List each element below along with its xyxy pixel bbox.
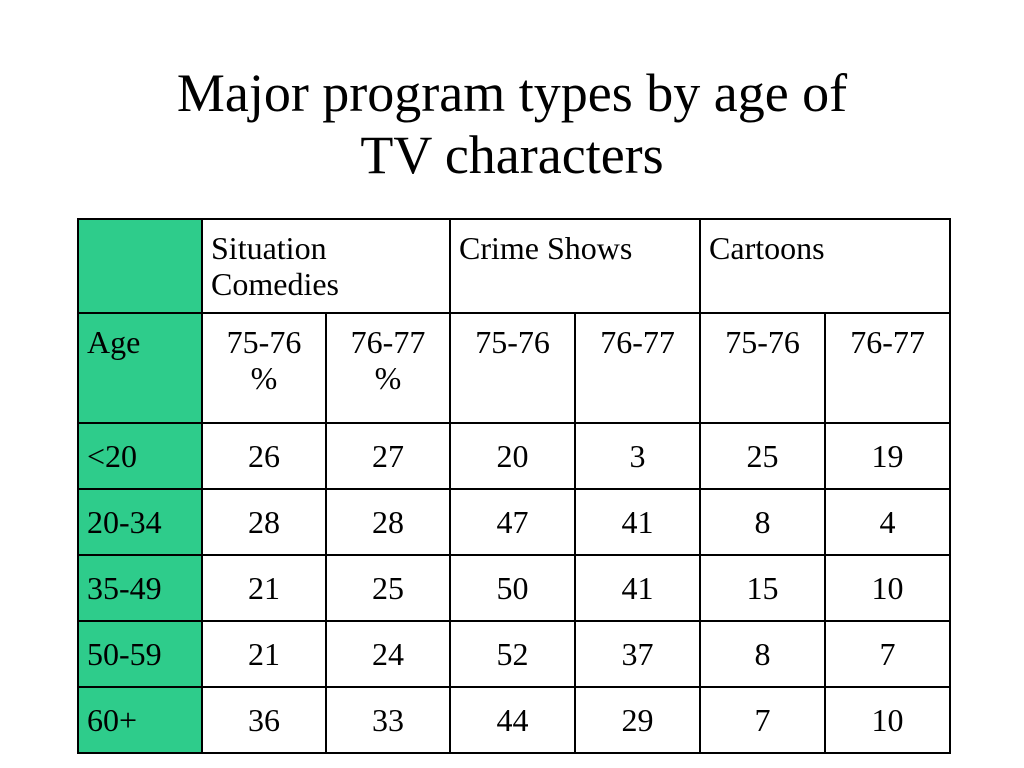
- table-cell: 10: [824, 554, 952, 622]
- table-cell: 7: [824, 620, 952, 688]
- sub-header-year: 76-77: [850, 324, 925, 360]
- row-label: 35-49: [77, 554, 203, 622]
- table-row: 60+ 36 33 44 29 7 10: [77, 686, 952, 754]
- table-row: <20 26 27 20 3 25 19: [77, 422, 952, 490]
- table-cell: 24: [324, 620, 452, 688]
- table-row: 20-34 28 28 47 41 8 4: [77, 488, 952, 556]
- table-cell: 44: [449, 686, 577, 754]
- row-label: <20: [77, 422, 203, 490]
- table-cell: 19: [824, 422, 952, 490]
- table-cell: 50: [449, 554, 577, 622]
- table-row: 50-59 21 24 52 37 8 7: [77, 620, 952, 688]
- table-cell: 47: [449, 488, 577, 556]
- table-cell: 36: [201, 686, 327, 754]
- table-row: 35-49 21 25 50 41 15 10: [77, 554, 952, 622]
- table-cell: 8: [699, 620, 827, 688]
- title-line-2: TV characters: [360, 125, 664, 185]
- sub-header: 75-76: [449, 312, 577, 424]
- sub-header: 76-77: [574, 312, 702, 424]
- sub-header-row: Age 75-76% 76-77% 75-76 76-77 75-76 76-7…: [77, 312, 952, 424]
- group-header-row: Situation Comedies Crime Shows Cartoons: [77, 218, 952, 314]
- sub-header-unit: %: [250, 360, 278, 396]
- group-header-crime-shows: Crime Shows: [449, 218, 702, 314]
- age-header: Age: [77, 312, 203, 424]
- sub-header: 75-76%: [201, 312, 327, 424]
- group-header-cartoons: Cartoons: [699, 218, 952, 314]
- sub-header-year: 76-77: [600, 324, 675, 360]
- table-cell: 10: [824, 686, 952, 754]
- sub-header-year: 75-76: [725, 324, 800, 360]
- table-cell: 25: [324, 554, 452, 622]
- table-cell: 52: [449, 620, 577, 688]
- table-cell: 28: [324, 488, 452, 556]
- corner-cell: [77, 218, 203, 314]
- title-line-1: Major program types by age of: [176, 63, 848, 123]
- table-cell: 3: [574, 422, 702, 490]
- table-cell: 28: [201, 488, 327, 556]
- sub-header-year: 75-76: [226, 324, 302, 360]
- sub-header: 76-77: [824, 312, 952, 424]
- sub-header-year: 75-76: [475, 324, 550, 360]
- sub-header-unit: %: [374, 360, 402, 396]
- table-cell: 4: [824, 488, 952, 556]
- table-cell: 20: [449, 422, 577, 490]
- table-cell: 25: [699, 422, 827, 490]
- table-cell: 7: [699, 686, 827, 754]
- table-cell: 21: [201, 554, 327, 622]
- table-cell: 29: [574, 686, 702, 754]
- table-cell: 15: [699, 554, 827, 622]
- table-cell: 41: [574, 488, 702, 556]
- table-cell: 26: [201, 422, 327, 490]
- page-title: Major program types by age of TV charact…: [0, 62, 1024, 186]
- group-header-situation-comedies: Situation Comedies: [200, 218, 452, 314]
- row-label: 60+: [77, 686, 203, 754]
- table-cell: 8: [699, 488, 827, 556]
- table-cell: 21: [201, 620, 327, 688]
- sub-header-year: 76-77: [350, 324, 426, 360]
- row-label: 20-34: [77, 488, 203, 556]
- table-cell: 41: [574, 554, 702, 622]
- row-label: 50-59: [77, 620, 203, 688]
- data-table: Situation Comedies Crime Shows Cartoons …: [77, 218, 952, 754]
- table-cell: 37: [574, 620, 702, 688]
- sub-header: 75-76: [699, 312, 827, 424]
- table-cell: 27: [324, 422, 452, 490]
- table-cell: 33: [324, 686, 452, 754]
- sub-header: 76-77%: [324, 312, 452, 424]
